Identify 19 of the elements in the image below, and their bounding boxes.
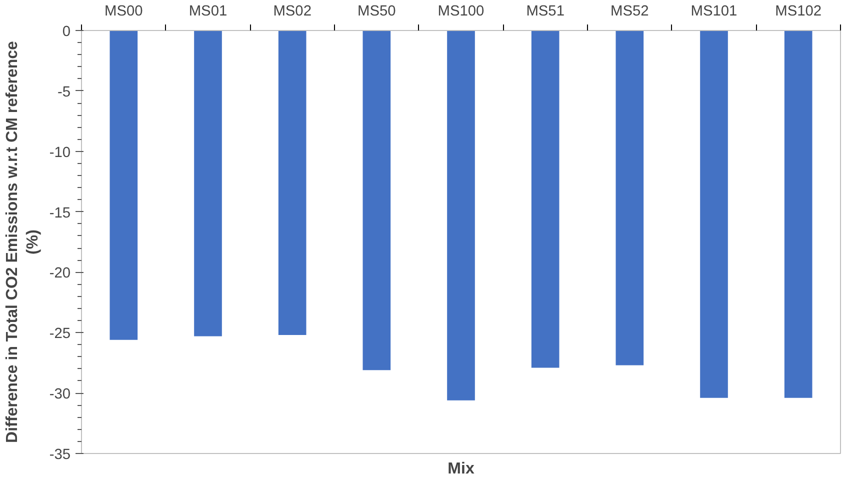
- y-tick-label: -20: [49, 266, 71, 282]
- x-tick-label: MS00: [104, 4, 143, 20]
- x-tick-label: MS52: [610, 4, 649, 20]
- y-tick-label: -5: [57, 84, 71, 100]
- x-tick-label: MS02: [273, 4, 312, 20]
- x-tick-label: MS50: [358, 4, 396, 20]
- y-tick-label: -15: [49, 205, 71, 222]
- x-axis-title: Mix: [448, 460, 474, 478]
- y-tick-label: -10: [49, 144, 71, 161]
- y-tick-label: 0: [62, 24, 71, 40]
- y-axis-title: Difference in Total CO2 Emissions w.r.t CM reference (%): [4, 40, 42, 443]
- x-tick-label: MS100: [438, 4, 484, 20]
- x-tick-label: MS101: [690, 4, 738, 20]
- y-tick-label: -30: [49, 386, 71, 403]
- x-tick-label: MS102: [775, 4, 822, 20]
- y-tick-label: -25: [49, 326, 71, 342]
- y-tick-label: -35: [49, 447, 71, 463]
- x-tick-label: MS01: [188, 4, 228, 20]
- x-tick-label: MS51: [526, 4, 564, 20]
